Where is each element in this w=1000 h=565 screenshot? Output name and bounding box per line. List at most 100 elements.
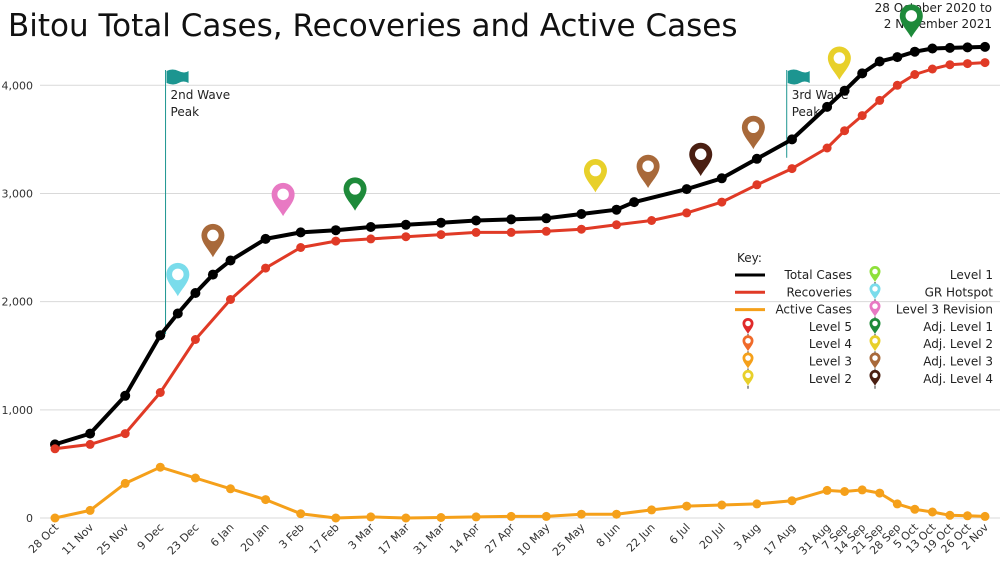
data-point: [892, 52, 903, 63]
pin-hole: [745, 338, 751, 344]
data-point: [120, 478, 130, 488]
data-point: [892, 80, 902, 90]
data-point: [120, 390, 131, 401]
pin-hole: [745, 372, 751, 379]
x-tick-label: 25 Nov: [95, 521, 132, 558]
legend-label: Level 2: [809, 372, 852, 386]
data-point: [120, 429, 130, 439]
legend-item: Adj. Level 4: [869, 369, 993, 389]
pin-hole: [872, 303, 878, 309]
level-pin-icon: [689, 142, 713, 177]
pin-hole: [872, 286, 878, 292]
data-point: [436, 230, 446, 240]
x-tick-label: 25 May: [550, 521, 588, 559]
data-point: [296, 509, 306, 519]
x-tick-label: 3 Aug: [731, 521, 763, 553]
legend-item: Recoveries: [735, 285, 852, 299]
wave-peak-label: Peak: [171, 105, 200, 119]
data-point: [366, 512, 376, 522]
x-tick-label: 11 Nov: [59, 521, 96, 558]
data-point: [190, 335, 200, 344]
legend-label: Level 1: [950, 268, 993, 282]
data-point: [681, 184, 692, 195]
legend-pin-icon: [869, 266, 881, 282]
pin-hole: [207, 229, 219, 242]
data-point: [822, 101, 833, 112]
legend-label: Adj. Level 2: [923, 337, 993, 351]
data-point: [50, 513, 60, 523]
data-point: [330, 225, 341, 236]
legend-item: GR Hotspot: [869, 283, 994, 303]
pin-hole: [872, 355, 878, 361]
data-point: [85, 428, 96, 439]
legend-pin-icon: [742, 335, 754, 352]
data-point: [261, 495, 271, 505]
legend-item: Level 3: [742, 352, 852, 372]
data-point: [612, 509, 621, 519]
data-point: [840, 487, 850, 496]
data-point: [892, 499, 902, 509]
data-point: [980, 511, 990, 521]
data-point: [840, 126, 850, 136]
legend-label: Level 3 Revision: [896, 303, 993, 317]
data-point: [927, 43, 938, 54]
x-tick-label: 20 Jul: [697, 521, 728, 552]
data-point: [927, 507, 937, 517]
pin-hole: [872, 320, 878, 327]
data-point: [401, 513, 411, 523]
series-line: [54, 44, 986, 447]
x-tick-label: 17 Feb: [307, 521, 342, 556]
legend-item: Level 3 Revision: [869, 300, 993, 320]
data-point: [909, 46, 920, 57]
series-layer: [50, 41, 990, 523]
data-point: [875, 95, 885, 105]
data-point: [875, 488, 885, 498]
data-point: [787, 496, 797, 506]
data-point: [436, 217, 446, 228]
legend-label: Level 3: [809, 355, 852, 369]
data-point: [85, 439, 95, 449]
data-point: [506, 214, 517, 225]
legend-item: Adj. Level 1: [869, 317, 993, 337]
data-point: [365, 222, 376, 232]
data-point: [963, 511, 972, 521]
wave-flag-icon: [787, 69, 810, 85]
data-point: [945, 510, 955, 520]
level-pin-icon: [899, 4, 923, 38]
data-point: [190, 473, 200, 483]
legend-pin-icon: [869, 369, 881, 386]
legend-pin-icon: [869, 352, 881, 369]
data-point: [541, 226, 551, 236]
level-pin-icon: [343, 177, 367, 211]
data-point: [296, 243, 306, 252]
data-point: [612, 220, 621, 230]
data-point: [752, 180, 762, 190]
data-point: [331, 236, 341, 246]
data-point: [910, 70, 920, 79]
level-pin-icon: [166, 262, 190, 297]
chart-title: Bitou Total Cases, Recoveries and Active…: [8, 8, 738, 44]
data-point: [155, 388, 165, 397]
data-point: [471, 215, 482, 226]
grid-layer: [40, 84, 1000, 519]
legend-title: Key:: [737, 251, 762, 265]
legend-label: GR Hotspot: [925, 285, 994, 299]
legend-label: Recoveries: [786, 285, 852, 299]
pin-hole: [872, 372, 878, 379]
data-point: [541, 213, 552, 224]
pin-hole: [745, 320, 751, 327]
data-point: [787, 164, 797, 174]
data-point: [85, 505, 95, 515]
level-pin-icon: [741, 115, 765, 150]
data-point: [963, 59, 972, 69]
data-point: [576, 209, 587, 219]
pin-hole: [745, 355, 751, 361]
data-point: [647, 505, 657, 515]
data-point: [716, 173, 727, 184]
data-point: [576, 509, 586, 519]
legend-item: Level 5: [742, 317, 852, 337]
data-point: [261, 263, 271, 273]
legend-label: Adj. Level 1: [923, 320, 993, 334]
data-point: [366, 234, 376, 244]
